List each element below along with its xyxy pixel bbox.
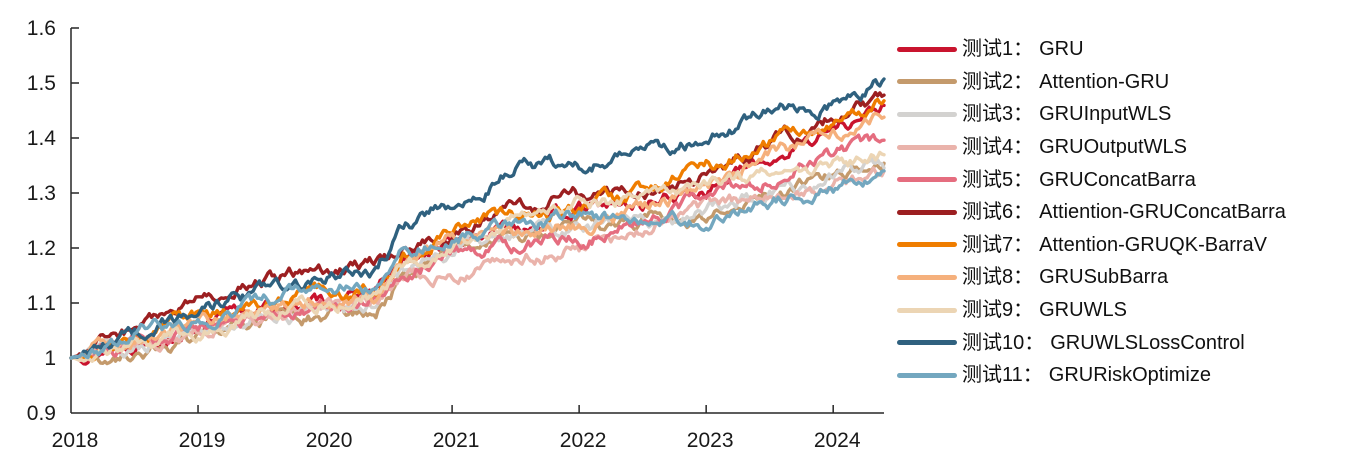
legend-label: 测试11： GRURiskOptimize (962, 365, 1211, 385)
legend-label: 测试3： GRUInputWLS (962, 104, 1171, 124)
series-line-7 (69, 97, 886, 362)
legend-test-number: 测试3 (962, 103, 1014, 126)
legend-test-number: 测试5 (962, 168, 1014, 191)
legend-separator: ： (1013, 38, 1034, 61)
series-line-11 (69, 169, 886, 360)
y-tick-label: 1.6 (27, 17, 56, 40)
legend-separator: ： (1013, 201, 1034, 224)
legend-test-number: 测试1 (962, 38, 1014, 61)
legend-model-name: GRUConcatBarra (1039, 168, 1196, 191)
legend-label: 测试9： GRUWLS (962, 300, 1127, 320)
legend-model-name: Attention-GRUQK-BarraV (1039, 233, 1267, 256)
y-tick-label: 1.5 (27, 72, 56, 95)
x-tick-label: 2023 (687, 429, 734, 452)
plot-area: 0.9 1 1.1 1.2 1.3 1.4 1.5 1.6 2018 2019 2020 2021 20… (27, 17, 886, 452)
legend-separator: ： (1013, 299, 1034, 322)
legend-item-11: 测试11： GRURiskOptimize (897, 359, 1286, 392)
legend-model-name: GRUSubBarra (1039, 266, 1169, 289)
legend-item-7: 测试7： Attention-GRUQK-BarraV (897, 229, 1286, 262)
legend-model-name: GRUInputWLS (1039, 103, 1172, 126)
legend-model-name: Attiention-GRUConcatBarra (1039, 201, 1286, 224)
legend-label: 测试5： GRUConcatBarra (962, 170, 1196, 190)
legend-model-name: GRUOutputWLS (1039, 136, 1187, 159)
series-line-10 (69, 77, 886, 360)
legend-test-number: 测试8 (962, 266, 1014, 289)
legend-model-name: Attention-GRU (1039, 70, 1170, 93)
legend-test-number: 测试6 (962, 201, 1014, 224)
x-tick-label: 2018 (52, 429, 99, 452)
legend-separator: ： (1013, 103, 1034, 126)
x-tick-label: 2021 (433, 429, 480, 452)
legend-model-name: GRUWLS (1039, 299, 1127, 322)
legend-item-10: 测试10： GRUWLSLossControl (897, 326, 1286, 359)
legend-item-2: 测试2： Attention-GRU (897, 66, 1286, 99)
legend-separator: ： (1024, 331, 1045, 354)
legend-line-swatch (897, 79, 957, 85)
legend-test-number: 测试4 (962, 136, 1014, 159)
legend-item-6: 测试6： Attiention-GRUConcatBarra (897, 196, 1286, 229)
x-tick-label: 2024 (814, 429, 861, 452)
y-tick-label: 0.9 (27, 402, 56, 425)
legend-test-number: 测试11 (962, 364, 1023, 387)
legend-item-9: 测试9： GRUWLS (897, 294, 1286, 327)
axes: 0.9 1 1.1 1.2 1.3 1.4 1.5 1.6 2018 2019 2020 2021 20… (27, 17, 884, 452)
legend-item-3: 测试3： GRUInputWLS (897, 98, 1286, 131)
legend-separator: ： (1013, 168, 1034, 191)
legend-line-swatch (897, 46, 957, 52)
legend-test-number: 测试9 (962, 299, 1014, 322)
series-line-8 (69, 111, 886, 361)
x-tick-label: 2022 (560, 429, 607, 452)
legend-label: 测试7： Attention-GRUQK-BarraV (962, 235, 1267, 255)
legend-item-1: 测试1： GRU (897, 33, 1286, 66)
legend-line-swatch (897, 177, 957, 183)
y-tick-label: 1.4 (27, 127, 57, 150)
legend-model-name: GRURiskOptimize (1048, 364, 1212, 387)
legend-label: 测试8： GRUSubBarra (962, 267, 1168, 287)
legend-test-number: 测试7 (962, 233, 1014, 256)
legend-separator: ： (1013, 70, 1034, 93)
legend-separator: ： (1013, 136, 1034, 159)
legend-item-4: 测试4： GRUOutputWLS (897, 131, 1286, 164)
legend-line-swatch (897, 340, 957, 346)
legend-line-swatch (897, 307, 957, 313)
legend-test-number: 测试10 (962, 331, 1025, 354)
legend-line-swatch (897, 111, 957, 117)
legend-item-5: 测试5： GRUConcatBarra (897, 163, 1286, 196)
y-tick-label: 1.2 (27, 237, 56, 260)
legend-label: 测试1： GRU (962, 39, 1084, 59)
legend-line-swatch (897, 144, 957, 150)
series-lines (69, 77, 886, 366)
legend-model-name: GRUWLSLossControl (1050, 331, 1245, 354)
series-line-6 (69, 90, 886, 360)
legend-line-swatch (897, 274, 957, 280)
legend-label: 测试10： GRUWLSLossControl (962, 333, 1245, 353)
legend-label: 测试4： GRUOutputWLS (962, 137, 1187, 157)
y-tick-label: 1.1 (27, 292, 56, 315)
x-tick-label: 2020 (306, 429, 353, 452)
y-tick-label: 1 (44, 347, 56, 370)
legend-line-swatch (897, 242, 957, 248)
legend-line-swatch (897, 372, 957, 378)
legend-line-swatch (897, 209, 957, 215)
legend-label: 测试2： Attention-GRU (962, 72, 1169, 92)
legend-item-8: 测试8： GRUSubBarra (897, 261, 1286, 294)
legend-separator: ： (1013, 266, 1034, 289)
y-tick-label: 1.3 (27, 182, 56, 205)
legend-separator: ： (1022, 364, 1043, 387)
legend-model-name: GRU (1039, 38, 1084, 61)
x-tick-label: 2019 (179, 429, 226, 452)
legend-separator: ： (1013, 233, 1034, 256)
legend-label: 测试6： Attiention-GRUConcatBarra (962, 202, 1286, 222)
legend-test-number: 测试2 (962, 70, 1014, 93)
chart-legend: 测试1： GRU 测试2： Attention-GRU 测试3： GRUInputWLS 测… (897, 33, 1286, 392)
